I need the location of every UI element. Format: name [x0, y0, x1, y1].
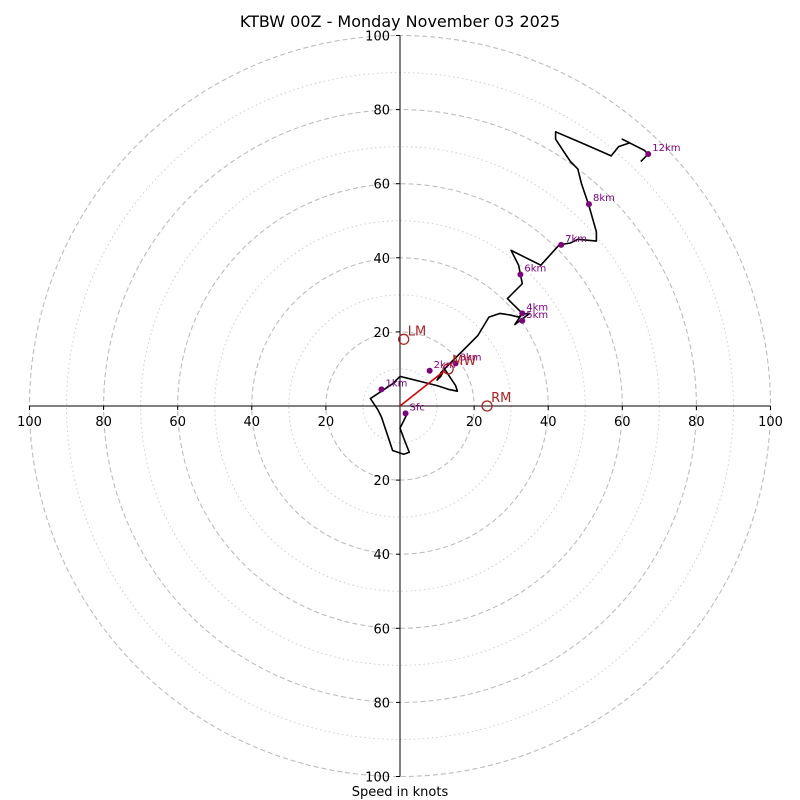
x-tick-label: 20: [318, 415, 335, 430]
x-tick-label: 80: [95, 415, 112, 430]
x-tick-label: 40: [540, 415, 557, 430]
y-tick-label: 20: [373, 326, 390, 341]
x-axis-label: Speed in knots: [352, 785, 449, 800]
height-marker-7km: [558, 241, 565, 248]
height-marker-2km: [426, 367, 433, 374]
height-marker-label-5km: 5km: [526, 310, 548, 321]
y-tick-label: 80: [373, 696, 390, 711]
height-marker-label-8km: 8km: [593, 193, 615, 204]
height-marker-label-7km: 7km: [565, 234, 587, 245]
hodograph-trace-layer: [369, 131, 650, 456]
y-tick-label: 40: [373, 548, 390, 563]
height-marker-3km: [452, 360, 459, 367]
y-tick-label: 20: [373, 474, 390, 489]
height-marker-1km: [378, 386, 385, 393]
storm-motion-label-lm: LM: [408, 324, 426, 339]
axis-ticks: 100 80 60 40 20 20 40 60 80 100 100 80 60 40 20 20 40 60 8…: [17, 30, 783, 786]
y-tick-label: 40: [373, 252, 390, 267]
height-marker-8km: [585, 201, 592, 208]
storm-motion-layer: LM MW RM: [398, 324, 511, 412]
shear-vector-layer: [399, 370, 445, 407]
hodograph-trace: [369, 131, 650, 456]
storm-motion-marker-mw: [442, 363, 454, 375]
chart-title: KTBW 00Z - Monday November 03 2025: [240, 12, 560, 31]
height-marker-6km: [517, 271, 524, 278]
storm-motion-marker-rm: [481, 400, 493, 412]
height-marker-label-3km: 3km: [460, 352, 482, 363]
storm-motion-label-mw: MW: [452, 354, 476, 369]
bulk-shear-vector: [399, 370, 445, 407]
storm-motion-marker-lm: [398, 333, 410, 345]
height-marker-4km: [519, 310, 526, 317]
height-marker-label-4km: 4km: [526, 302, 548, 313]
y-tick-label: 80: [373, 104, 390, 119]
height-marker-sfc: [402, 410, 409, 417]
height-marker-label-sfc: Sfc: [410, 402, 425, 413]
x-tick-label: 40: [244, 415, 261, 430]
height-marker-label-6km: 6km: [524, 263, 546, 274]
x-tick-label: 100: [17, 415, 42, 430]
x-tick-label: 80: [688, 415, 705, 430]
y-tick-label: 100: [365, 30, 390, 45]
y-tick-label: 100: [365, 771, 390, 786]
height-marker-label-12km: 12km: [652, 143, 680, 154]
y-tick-label: 60: [373, 622, 390, 637]
x-tick-label: 100: [758, 415, 783, 430]
x-tick-label: 60: [169, 415, 186, 430]
storm-motion-label-rm: RM: [491, 391, 511, 406]
height-marker-5km: [519, 317, 526, 324]
x-tick-label: 60: [614, 415, 631, 430]
x-tick-label: 20: [466, 415, 483, 430]
y-tick-label: 60: [373, 178, 390, 193]
height-marker-label-1km: 1km: [385, 378, 407, 389]
height-marker-12km: [645, 151, 652, 158]
